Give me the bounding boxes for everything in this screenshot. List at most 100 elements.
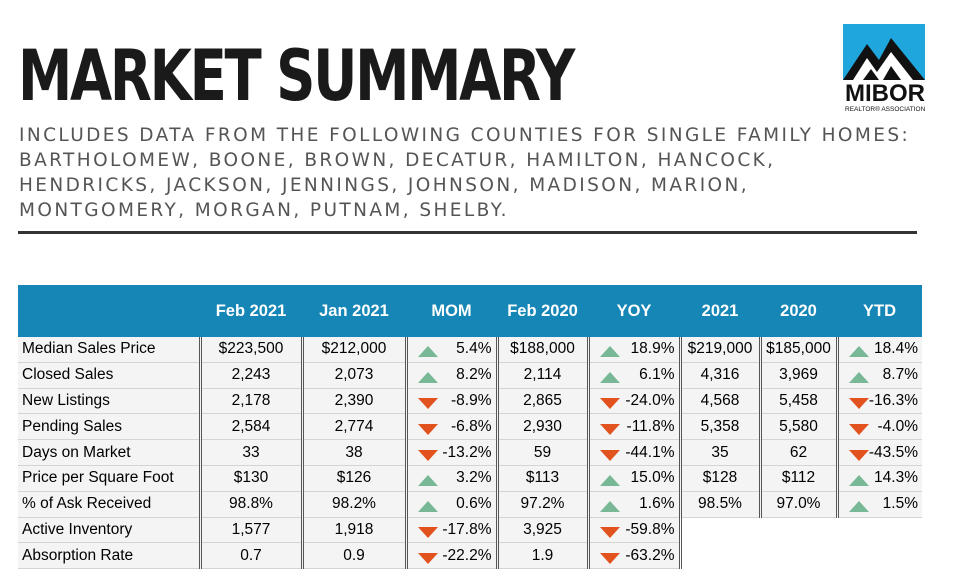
mom-change: 5.4%: [404, 337, 497, 363]
jan-2021-value: $126: [300, 465, 406, 492]
table-row: Absorption Rate 0.7 0.9 -22.2% 1.9 -63.2%: [18, 542, 922, 570]
down-arrow-icon: [848, 397, 869, 409]
mom-change-text: -17.8%: [442, 520, 492, 538]
feb-2020-value: $113: [495, 465, 588, 492]
column-header: YOY: [616, 301, 652, 320]
yoy-change: -59.8%: [586, 517, 680, 544]
ytd-2021-value: 35: [678, 439, 760, 466]
ytd-2020-value: $185,000: [758, 337, 837, 363]
mom-change: 3.2%: [404, 465, 497, 492]
yoy-change-text: 18.9%: [630, 340, 675, 358]
feb-2021-value: $130: [198, 465, 302, 492]
jan-2021-value: 38: [300, 439, 406, 466]
jan-2021-value: $212,000: [300, 337, 406, 363]
mom-change-text: 5.4%: [456, 340, 492, 358]
ytd-2021-value-text: 4,316: [700, 366, 740, 384]
jan-2021-value-text: 2,073: [334, 366, 374, 384]
up-arrow-icon: [417, 346, 438, 358]
feb-2020-value: 2,865: [495, 388, 588, 415]
row-label: New Listings: [18, 388, 200, 415]
row-label: Active Inventory: [18, 517, 200, 544]
title-divider: [18, 231, 917, 234]
jan-2021-value: 2,774: [300, 413, 406, 441]
feb-2020-value-text: 3,925: [523, 520, 562, 538]
mom-change-text: 3.2%: [456, 469, 492, 487]
ytd-change: -43.5%: [835, 439, 922, 466]
jan-2021-value-text: 2,774: [334, 417, 374, 435]
mom-change-text: -22.2%: [442, 546, 492, 564]
row-label: Closed Sales: [18, 362, 200, 389]
feb-2021-value: 33: [198, 439, 302, 466]
ytd-2020-value-text: 97.0%: [776, 495, 821, 513]
column-header: YTD: [863, 301, 896, 320]
jan-2021-value-text: $212,000: [321, 340, 387, 358]
ytd-2020-value: [760, 517, 837, 543]
ytd-change-text: -16.3%: [868, 391, 918, 409]
mountain-icon: [843, 24, 925, 80]
feb-2020-value: $188,000: [495, 337, 588, 363]
row-label-text: Days on Market: [22, 443, 131, 461]
yoy-change: 6.1%: [586, 362, 680, 389]
yoy-change-text: -11.8%: [626, 417, 675, 435]
ytd-2020-value: 62: [758, 439, 837, 466]
feb-2021-value: 2,178: [198, 388, 302, 415]
table-row: Active Inventory 1,577 1,918 -17.8% 3,925 -59…: [18, 517, 922, 544]
yoy-change: 15.0%: [586, 465, 680, 492]
ytd-change: -4.0%: [835, 413, 922, 441]
mom-change-text: -13.2%: [442, 443, 492, 461]
yoy-change-text: 6.1%: [639, 366, 675, 384]
jan-2021-value-text: 1,918: [334, 520, 374, 538]
feb-2020-value: 3,925: [495, 517, 588, 544]
jan-2021-value-text: 2,390: [334, 391, 374, 409]
down-arrow-icon: [417, 397, 438, 409]
yoy-change-text: -44.1%: [625, 443, 675, 461]
ytd-2021-value: 98.5%: [678, 491, 760, 518]
feb-2021-value-text: 33: [242, 443, 260, 461]
ytd-2021-value: $219,000: [678, 337, 760, 363]
ytd-2020-value-text: $112: [781, 469, 816, 487]
ytd-2021-value-text: 98.5%: [698, 495, 742, 513]
feb-2021-value-text: 2,178: [231, 391, 271, 409]
ytd-2021-value-text: $219,000: [687, 340, 753, 358]
ytd-2020-value: [760, 542, 837, 569]
row-label-text: Pending Sales: [22, 417, 122, 435]
ytd-2021-value-text: 35: [711, 443, 729, 461]
table-header-band: [18, 285, 922, 337]
feb-2020-value-text: 2,114: [523, 366, 562, 384]
ytd-change: 8.7%: [835, 362, 922, 389]
yoy-change: -63.2%: [586, 542, 680, 570]
up-arrow-icon: [417, 501, 438, 513]
column-header: Jan 2021: [319, 301, 389, 320]
down-arrow-icon: [417, 423, 438, 435]
yoy-change: 18.9%: [586, 337, 680, 363]
ytd-2021-value: 4,316: [678, 362, 760, 389]
feb-2021-value: 98.8%: [198, 491, 302, 518]
feb-2021-value: 1,577: [198, 517, 302, 544]
table-header-row: Feb 2021 Jan 2021 MOM Feb 2020 YOY 2021 …: [18, 285, 922, 337]
feb-2020-value: 59: [495, 439, 588, 466]
logo-wordmark: MIBOR: [845, 80, 925, 107]
ytd-2020-value-text: 5,458: [779, 391, 818, 409]
ytd-change-text: -43.5%: [868, 443, 918, 461]
down-arrow-icon: [417, 526, 438, 538]
up-arrow-icon: [599, 372, 620, 384]
column-header: Feb 2021: [215, 301, 287, 320]
ytd-change: 14.3%: [835, 465, 922, 492]
ytd-2021-value: $128: [678, 465, 760, 492]
jan-2021-value-text: 38: [345, 443, 363, 461]
ytd-change: -16.3%: [835, 388, 922, 415]
jan-2021-value: 2,073: [300, 362, 406, 389]
jan-2021-value-text: 98.2%: [332, 495, 376, 513]
down-arrow-icon: [417, 449, 438, 461]
jan-2021-value: 2,390: [300, 388, 406, 415]
mom-change: -6.8%: [404, 413, 497, 441]
feb-2021-value-text: 0.7: [240, 546, 262, 564]
ytd-2020-value: 5,580: [758, 413, 837, 441]
row-label-text: % of Ask Received: [22, 495, 152, 513]
mom-change: -17.8%: [404, 517, 497, 544]
ytd-change: 18.4%: [835, 337, 922, 363]
mom-change: -22.2%: [404, 542, 497, 570]
mom-change: 8.2%: [404, 362, 497, 389]
ytd-change: 1.5%: [835, 491, 922, 518]
column-header: MOM: [431, 301, 472, 320]
